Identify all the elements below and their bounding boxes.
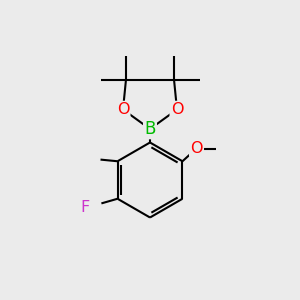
Text: O: O: [171, 102, 183, 117]
Text: B: B: [144, 120, 156, 138]
Text: F: F: [81, 200, 90, 214]
Text: O: O: [190, 141, 203, 156]
Text: O: O: [117, 102, 129, 117]
